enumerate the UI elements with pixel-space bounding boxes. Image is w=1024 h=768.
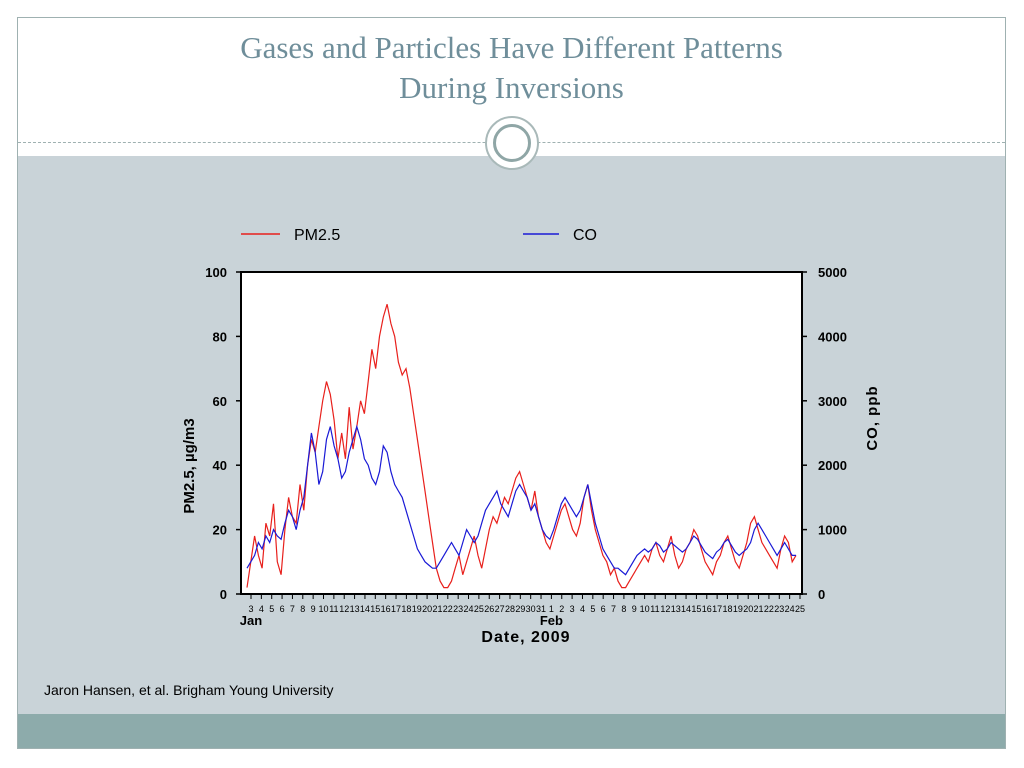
right-tick-label: 3000	[818, 394, 847, 409]
citation: Jaron Hansen, et al. Brigham Young Unive…	[44, 682, 334, 698]
x-tick-label: 15	[691, 604, 701, 614]
plot-area	[241, 272, 802, 594]
left-tick-label: 20	[213, 523, 227, 538]
right-tick-label: 2000	[818, 458, 847, 473]
footer-bar	[18, 714, 1005, 748]
x-tick-label: 28	[505, 604, 515, 614]
x-tick-label: 24	[464, 604, 474, 614]
x-tick-label: 21	[432, 604, 442, 614]
x-tick-label: 11	[650, 604, 659, 614]
series-line-co	[246, 424, 796, 576]
legend-pm25-label: PM2.5	[294, 227, 340, 244]
title-ornament-icon	[485, 116, 539, 170]
x-tick-label: 24	[785, 604, 795, 614]
x-tick-label: 6	[601, 604, 606, 614]
plot-frame	[240, 271, 803, 595]
x-axis: 3 4 5 6 7 8 9 10 11 12 13 14 15 16 17 18 19 20 21 22 23 24 25 2…	[240, 594, 805, 628]
right-axis: 0 1000 2000 3000 4000 5000	[802, 265, 847, 602]
x-tick-label: 21	[754, 604, 764, 614]
x-tick-label: 10	[319, 604, 329, 614]
x-tick-label: 29	[515, 604, 525, 614]
x-tick-label: 14	[360, 604, 370, 614]
x-tick-label: 4	[580, 604, 585, 614]
x-tick-label: 6	[280, 604, 285, 614]
x-tick-label: 4	[259, 604, 264, 614]
x-tick-label: 18	[722, 604, 732, 614]
x-tick-label: 20	[743, 604, 753, 614]
x-tick-label: 13	[671, 604, 681, 614]
x-tick-label: 8	[300, 604, 305, 614]
x-month-label: Jan	[240, 613, 262, 628]
series-layer	[246, 304, 797, 589]
content-area: PM2.5 CO 0 20 40 60 80 100 0 1000 2000 3000 4000 5…	[18, 156, 1005, 716]
left-axis: 0 20 40 60 80 100	[205, 265, 241, 602]
x-tick-label: 23	[774, 604, 784, 614]
right-tick-label: 5000	[818, 265, 847, 280]
x-tick-label: 13	[350, 604, 360, 614]
left-axis-title: PM2.5, µg/m3	[181, 418, 198, 513]
x-tick-label: 26	[484, 604, 494, 614]
x-tick-label: 7	[611, 604, 616, 614]
x-tick-label: 23	[453, 604, 463, 614]
x-month-label: Feb	[540, 613, 563, 628]
chart: PM2.5 CO 0 20 40 60 80 100 0 1000 2000 3000 4000 5…	[181, 227, 881, 646]
x-tick-label: 22	[764, 604, 774, 614]
left-tick-label: 80	[213, 329, 227, 344]
x-tick-label: 20	[422, 604, 432, 614]
x-tick-label: 8	[621, 604, 626, 614]
x-tick-label: 17	[712, 604, 722, 614]
x-tick-label: 3	[570, 604, 575, 614]
x-tick-label: 27	[495, 604, 505, 614]
right-axis-title: CO, ppb	[864, 385, 881, 450]
x-tick-label: 25	[795, 604, 805, 614]
x-axis-title: Date, 2009	[481, 629, 570, 646]
right-tick-label: 4000	[818, 329, 847, 344]
left-tick-label: 0	[220, 587, 227, 602]
x-tick-label: 14	[681, 604, 691, 614]
x-tick-label: 31	[536, 604, 546, 614]
x-tick-label: 18	[401, 604, 411, 614]
x-tick-label: 16	[381, 604, 391, 614]
x-tick-label: 15	[370, 604, 380, 614]
x-tick-label: 1	[549, 604, 554, 614]
left-tick-label: 60	[213, 394, 227, 409]
x-tick-label: 7	[290, 604, 295, 614]
x-tick-label: 12	[339, 604, 349, 614]
x-tick-label: 19	[733, 604, 743, 614]
x-tick-label: 2	[559, 604, 564, 614]
slide: Gases and Particles Have Different Patte…	[17, 17, 1006, 749]
x-tick-label: 3	[248, 604, 253, 614]
slide-title-line-1: Gases and Particles Have Different Patte…	[240, 30, 783, 65]
series-line-pm25	[246, 304, 797, 589]
x-tick-label: 9	[311, 604, 316, 614]
x-tick-label: 22	[443, 604, 453, 614]
right-tick-label: 0	[818, 587, 825, 602]
left-tick-label: 100	[205, 265, 227, 280]
x-tick-label: 11	[329, 604, 338, 614]
x-tick-label: 5	[590, 604, 595, 614]
slide-title: Gases and Particles Have Different Patte…	[18, 28, 1005, 108]
x-tick-label: 9	[632, 604, 637, 614]
x-tick-label: 25	[474, 604, 484, 614]
x-tick-label: 10	[640, 604, 650, 614]
right-tick-label: 1000	[818, 523, 847, 538]
left-tick-label: 40	[213, 458, 227, 473]
x-tick-label: 12	[660, 604, 670, 614]
x-tick-label: 16	[702, 604, 712, 614]
x-tick-label: 5	[269, 604, 274, 614]
x-tick-label: 30	[526, 604, 536, 614]
x-tick-label: 17	[391, 604, 401, 614]
slide-title-line-2: During Inversions	[399, 70, 624, 105]
legend-co-label: CO	[573, 227, 597, 244]
x-tick-label: 19	[412, 604, 422, 614]
